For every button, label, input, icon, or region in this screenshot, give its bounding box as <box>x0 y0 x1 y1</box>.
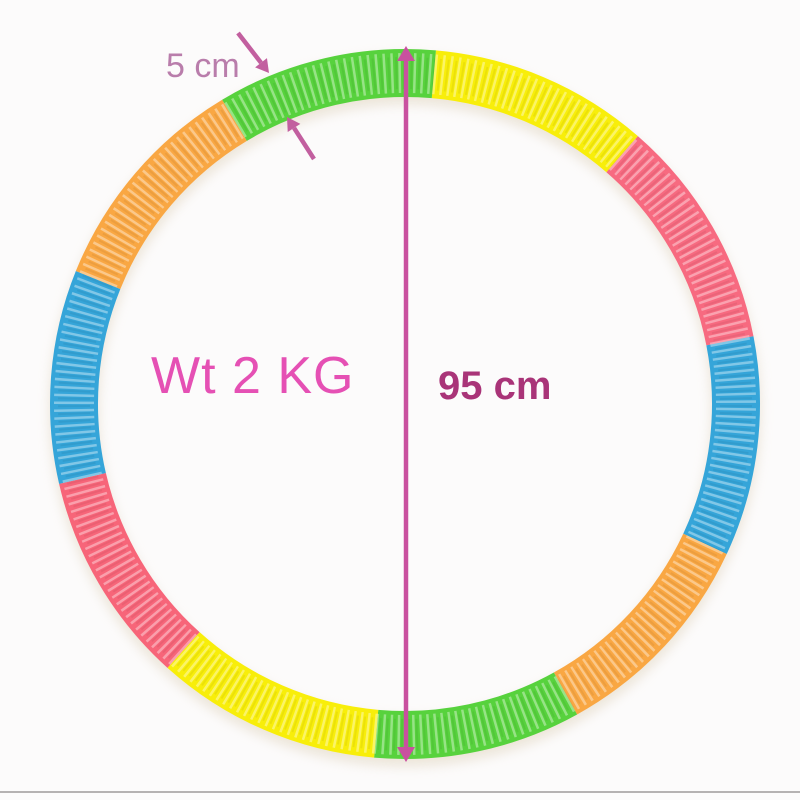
hoop-coil-texture <box>686 337 756 553</box>
hula-hoop <box>50 49 760 759</box>
hoop-coil-shade <box>611 142 746 345</box>
hoop-segment-green-top-left <box>222 49 436 142</box>
hoop-segment-orange-lower-right <box>553 533 727 715</box>
segment-length-label: 5 cm <box>166 47 240 85</box>
arrow-head <box>287 117 301 132</box>
hoop-segment-pink-upper-right <box>606 136 754 346</box>
hoop-segment-pink-lower-left <box>59 472 200 668</box>
weight-label: Wt 2 KG <box>151 347 355 405</box>
hoop-coil-texture <box>170 634 379 754</box>
hoop-coil-shade <box>432 58 633 167</box>
arrow-shaft <box>292 126 316 161</box>
hoop-coil-texture <box>62 473 198 665</box>
hoop-coil-texture <box>431 54 636 170</box>
hoop-coil-shade <box>66 474 195 662</box>
hoop-segment-yellow-top-right <box>431 50 638 173</box>
hoop-coil-texture <box>54 272 117 483</box>
hoop-segment-yellow-bottom-left <box>167 631 379 758</box>
hoop-segment-orange-upper-left <box>75 99 248 290</box>
hoop-coil-texture <box>374 675 576 755</box>
hoop-coil-shade <box>690 337 752 551</box>
annotation-arrows <box>236 31 415 762</box>
arrow-head <box>397 46 415 61</box>
hoop-segment-green-bottom-right <box>374 672 578 759</box>
hoop-segment-blue-right <box>683 336 760 555</box>
diameter-label: 95 cm <box>438 364 552 408</box>
hoop-coil-shade <box>557 536 720 708</box>
arrow-head <box>255 58 269 73</box>
hoop-coil-shade <box>226 57 436 135</box>
hoop-coil-texture <box>79 103 246 288</box>
hoop-coil-shade <box>58 274 113 483</box>
hoop-segment-blue-left <box>50 271 121 484</box>
hoop-coil-texture <box>224 53 436 138</box>
hoop-coil-texture <box>555 535 724 711</box>
arrow-head <box>397 747 415 762</box>
bottom-separator-line <box>0 791 800 793</box>
arrow-shaft <box>236 31 263 65</box>
